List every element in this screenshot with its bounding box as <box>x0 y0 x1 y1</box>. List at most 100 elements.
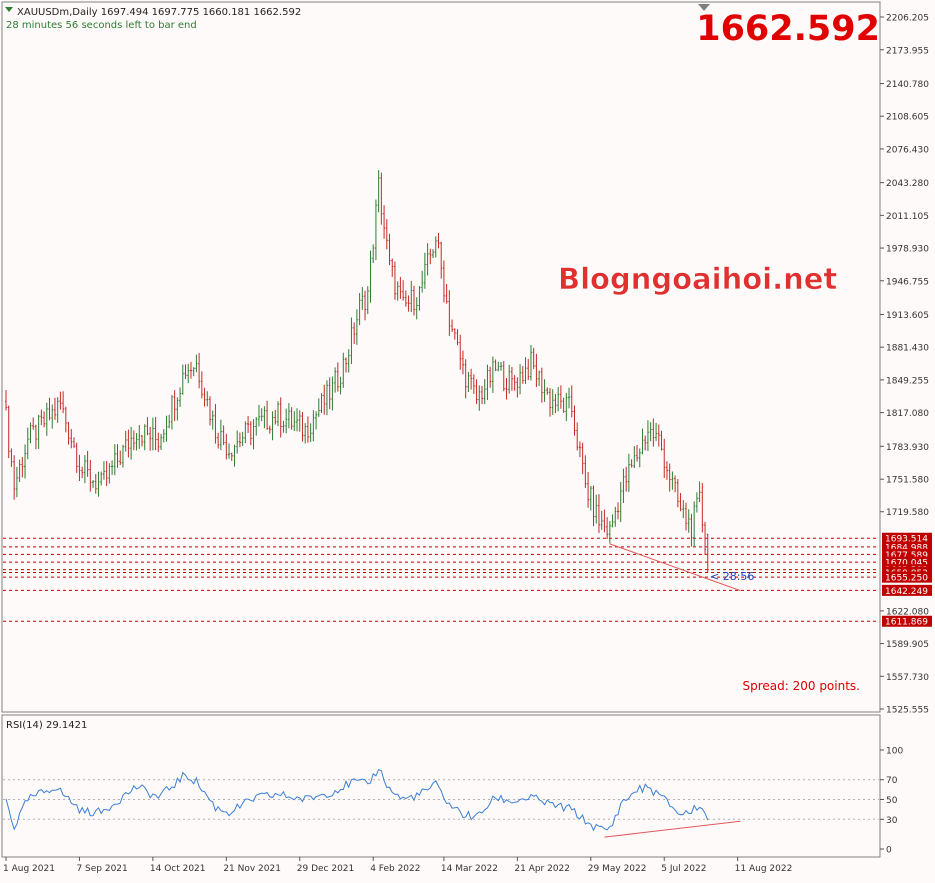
candle <box>83 455 86 484</box>
candle <box>529 344 532 381</box>
candle <box>200 371 203 399</box>
candle <box>393 261 396 300</box>
candle <box>581 442 584 475</box>
candle <box>500 361 503 371</box>
candle <box>646 420 649 451</box>
candle <box>516 377 519 398</box>
candle <box>437 233 440 249</box>
candle <box>592 485 595 527</box>
candle <box>78 454 81 481</box>
candle <box>445 284 448 304</box>
candle <box>252 419 255 450</box>
candle <box>497 361 500 372</box>
candle <box>345 357 347 373</box>
rsi-tick-label: 50 <box>886 796 898 806</box>
candle <box>519 364 522 395</box>
candle <box>584 455 587 488</box>
candle <box>649 422 652 442</box>
candle <box>491 356 494 393</box>
candle <box>600 510 603 530</box>
candle <box>277 401 279 427</box>
candle <box>271 411 274 441</box>
time-tick-label: 21 Nov 2021 <box>223 864 281 874</box>
candle <box>317 398 320 417</box>
candle <box>206 391 209 407</box>
candle <box>595 494 598 524</box>
candle <box>470 368 473 390</box>
candle <box>323 384 326 415</box>
candle <box>124 430 127 452</box>
candle <box>660 430 663 451</box>
candle <box>350 317 353 365</box>
candle <box>655 422 658 442</box>
candle <box>116 444 119 468</box>
price-level-label: 1677.589 <box>882 548 932 561</box>
candle <box>249 421 252 446</box>
candle <box>138 424 141 449</box>
rsi-label: RSI(14) 29.1421 <box>6 720 87 731</box>
price-axis: 2206.205 2173.955 2140.780 2108.605 2076.430… <box>880 14 929 716</box>
time-tick-label: 5 Jul 2022 <box>661 864 706 874</box>
candle <box>421 270 424 293</box>
time-tick-label: 14 Oct 2021 <box>150 864 206 874</box>
candle <box>432 249 435 259</box>
candle <box>64 406 67 433</box>
price-tick-label: 1751.580 <box>886 476 929 486</box>
candle <box>404 290 407 307</box>
candle <box>287 403 290 429</box>
candle <box>644 435 647 451</box>
candle <box>70 429 73 449</box>
price-tick-label: 1719.580 <box>886 508 929 518</box>
candle <box>565 392 568 422</box>
candle <box>366 286 369 315</box>
candle <box>81 466 84 479</box>
candle <box>418 286 421 311</box>
time-axis: 1 Aug 2021 7 Sep 2021 14 Oct 2021 21 Nov 20… <box>3 857 792 874</box>
candle <box>508 364 511 394</box>
candle <box>364 290 367 321</box>
candle <box>263 406 266 429</box>
candle <box>701 483 704 533</box>
candle <box>589 486 592 511</box>
candle <box>464 359 467 399</box>
price-trendline[interactable] <box>609 543 741 592</box>
candle <box>222 425 225 445</box>
svg-text:1677.589: 1677.589 <box>885 551 928 561</box>
bar-countdown: 28 minutes 56 seconds left to bar end <box>6 20 197 31</box>
candle <box>339 376 342 395</box>
candle <box>377 170 380 213</box>
price-tick-label: 1946.755 <box>886 277 929 287</box>
candle <box>29 422 32 444</box>
rsi-trendline[interactable] <box>604 820 741 838</box>
candle <box>312 410 315 442</box>
candle <box>687 509 690 533</box>
candle <box>570 385 573 418</box>
symbol-dropdown-icon[interactable] <box>5 7 13 12</box>
candle <box>549 387 551 417</box>
candle <box>282 420 285 433</box>
candle <box>315 411 318 430</box>
spread-text: Spread: 200 points. <box>742 679 860 693</box>
one-click-trading-icon[interactable] <box>698 4 710 11</box>
candle <box>48 397 51 421</box>
time-tick-label: 7 Sep 2021 <box>76 864 127 874</box>
candle <box>102 461 105 480</box>
candle <box>121 444 124 468</box>
candle <box>228 443 231 459</box>
candle <box>494 359 497 372</box>
candle <box>268 425 271 434</box>
candle <box>685 502 687 531</box>
candle <box>617 502 619 520</box>
price-level-label: 1693.514 <box>882 532 932 545</box>
candle <box>219 419 222 451</box>
rsi-tick-label: 70 <box>886 776 898 786</box>
price-tick-label: 1881.430 <box>886 344 929 354</box>
bar-timer: < 28:56 <box>710 570 754 583</box>
candle <box>456 329 459 346</box>
candle <box>481 385 483 405</box>
candle <box>611 514 614 528</box>
candle <box>151 417 154 451</box>
price-level-label: 1684.988 <box>882 541 932 553</box>
candle <box>674 475 677 493</box>
